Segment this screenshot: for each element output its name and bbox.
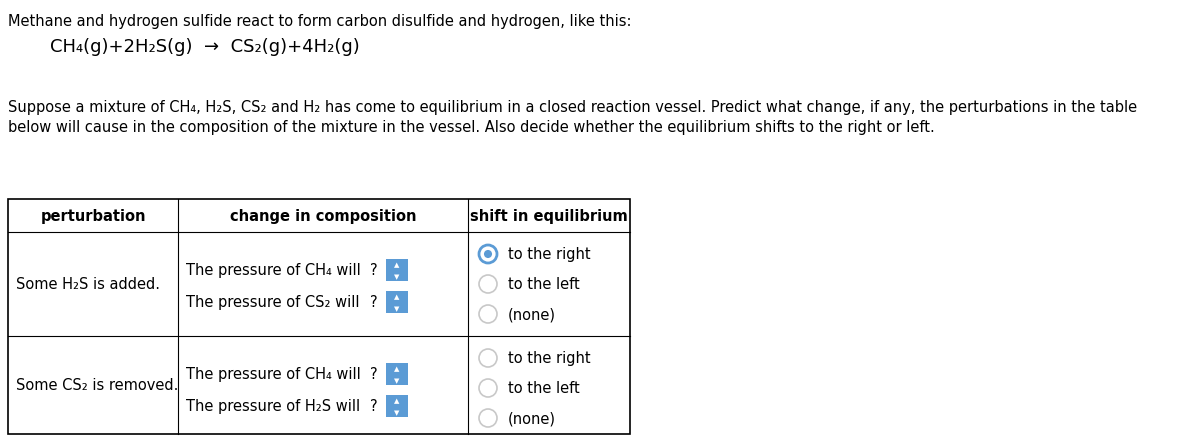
Ellipse shape — [479, 349, 497, 367]
Text: ▼: ▼ — [395, 409, 400, 415]
Text: Methane and hydrogen sulfide react to form carbon disulfide and hydrogen, like t: Methane and hydrogen sulfide react to fo… — [8, 14, 631, 29]
Text: (none): (none) — [508, 410, 556, 426]
Text: CH₄(g)+2H₂S(g)  →  CS₂(g)+4H₂(g): CH₄(g)+2H₂S(g) → CS₂(g)+4H₂(g) — [50, 38, 360, 56]
Text: ?: ? — [370, 399, 378, 413]
Text: shift in equilibrium: shift in equilibrium — [470, 208, 628, 223]
Bar — [386, 291, 408, 313]
Text: ▲: ▲ — [395, 293, 400, 299]
Text: (none): (none) — [508, 307, 556, 322]
Bar — [8, 200, 630, 434]
Ellipse shape — [479, 245, 497, 263]
Text: change in composition: change in composition — [229, 208, 416, 223]
Text: ▼: ▼ — [395, 377, 400, 383]
Ellipse shape — [479, 409, 497, 427]
Text: The pressure of CH₄ will: The pressure of CH₄ will — [186, 263, 361, 278]
Text: The pressure of CH₄ will: The pressure of CH₄ will — [186, 367, 361, 381]
Text: to the left: to the left — [508, 277, 580, 292]
Text: ?: ? — [370, 263, 378, 278]
Text: Suppose a mixture of CH₄, H₂S, CS₂ and H₂ has come to equilibrium in a closed re: Suppose a mixture of CH₄, H₂S, CS₂ and H… — [8, 100, 1138, 115]
Text: ▲: ▲ — [395, 261, 400, 267]
Ellipse shape — [484, 251, 492, 258]
Text: to the right: to the right — [508, 351, 590, 366]
Bar — [386, 259, 408, 281]
Text: ▼: ▼ — [395, 273, 400, 279]
Text: ▲: ▲ — [395, 365, 400, 371]
Text: to the left: to the left — [508, 381, 580, 396]
Bar — [386, 395, 408, 417]
Text: ▲: ▲ — [395, 397, 400, 403]
Text: The pressure of CS₂ will: The pressure of CS₂ will — [186, 295, 360, 310]
Text: ▼: ▼ — [395, 305, 400, 311]
Ellipse shape — [479, 276, 497, 293]
Ellipse shape — [479, 305, 497, 323]
Text: perturbation: perturbation — [41, 208, 145, 223]
Text: ?: ? — [370, 367, 378, 381]
Text: Some CS₂ is removed.: Some CS₂ is removed. — [16, 378, 179, 392]
Text: below will cause in the composition of the mixture in the vessel. Also decide wh: below will cause in the composition of t… — [8, 120, 935, 135]
Text: ?: ? — [370, 295, 378, 310]
Bar — [386, 363, 408, 385]
Text: to the right: to the right — [508, 247, 590, 262]
Ellipse shape — [479, 379, 497, 397]
Text: The pressure of H₂S will: The pressure of H₂S will — [186, 399, 360, 413]
Text: Some H₂S is added.: Some H₂S is added. — [16, 277, 160, 292]
